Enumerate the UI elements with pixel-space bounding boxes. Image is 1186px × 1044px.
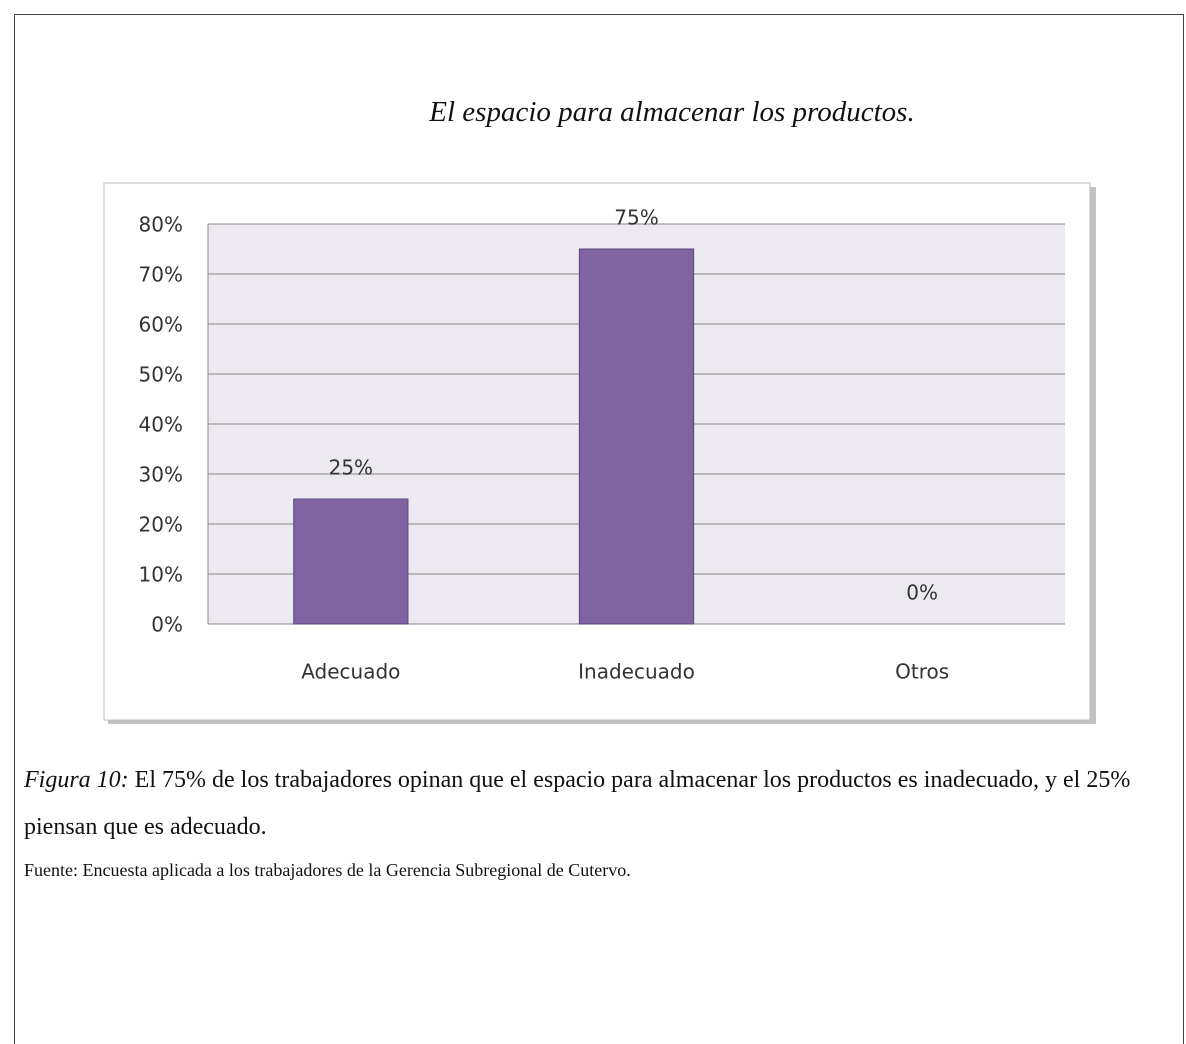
y-tick-label: 80% [139, 213, 183, 237]
y-tick-label: 30% [139, 463, 183, 487]
y-tick-label: 50% [139, 363, 183, 387]
y-tick-label: 60% [139, 313, 183, 337]
chart-title: El espacio para almacenar los productos. [429, 96, 915, 128]
source: Fuente: Encuesta aplicada a los trabajad… [24, 860, 631, 880]
x-tick-label: Otros [895, 660, 949, 684]
data-label: 0% [906, 581, 938, 605]
data-label: 75% [614, 206, 658, 230]
caption-text: El 75% de los trabajadores opinan que el… [24, 767, 1131, 840]
data-label: 25% [329, 456, 373, 480]
y-tick-label: 40% [139, 413, 183, 437]
x-tick-label: Adecuado [301, 660, 400, 684]
y-tick-label: 0% [151, 613, 183, 637]
caption: Figura 10: El 75% de los trabajadores op… [24, 757, 1184, 851]
caption-label: Figura 10: [24, 767, 129, 793]
x-tick-label: Inadecuado [578, 660, 695, 684]
bar [578, 248, 695, 625]
y-tick-label: 20% [139, 513, 183, 537]
y-tick-label: 70% [139, 263, 183, 287]
y-tick-label: 10% [139, 563, 183, 587]
bar [293, 498, 409, 625]
page-frame [14, 14, 1184, 1044]
